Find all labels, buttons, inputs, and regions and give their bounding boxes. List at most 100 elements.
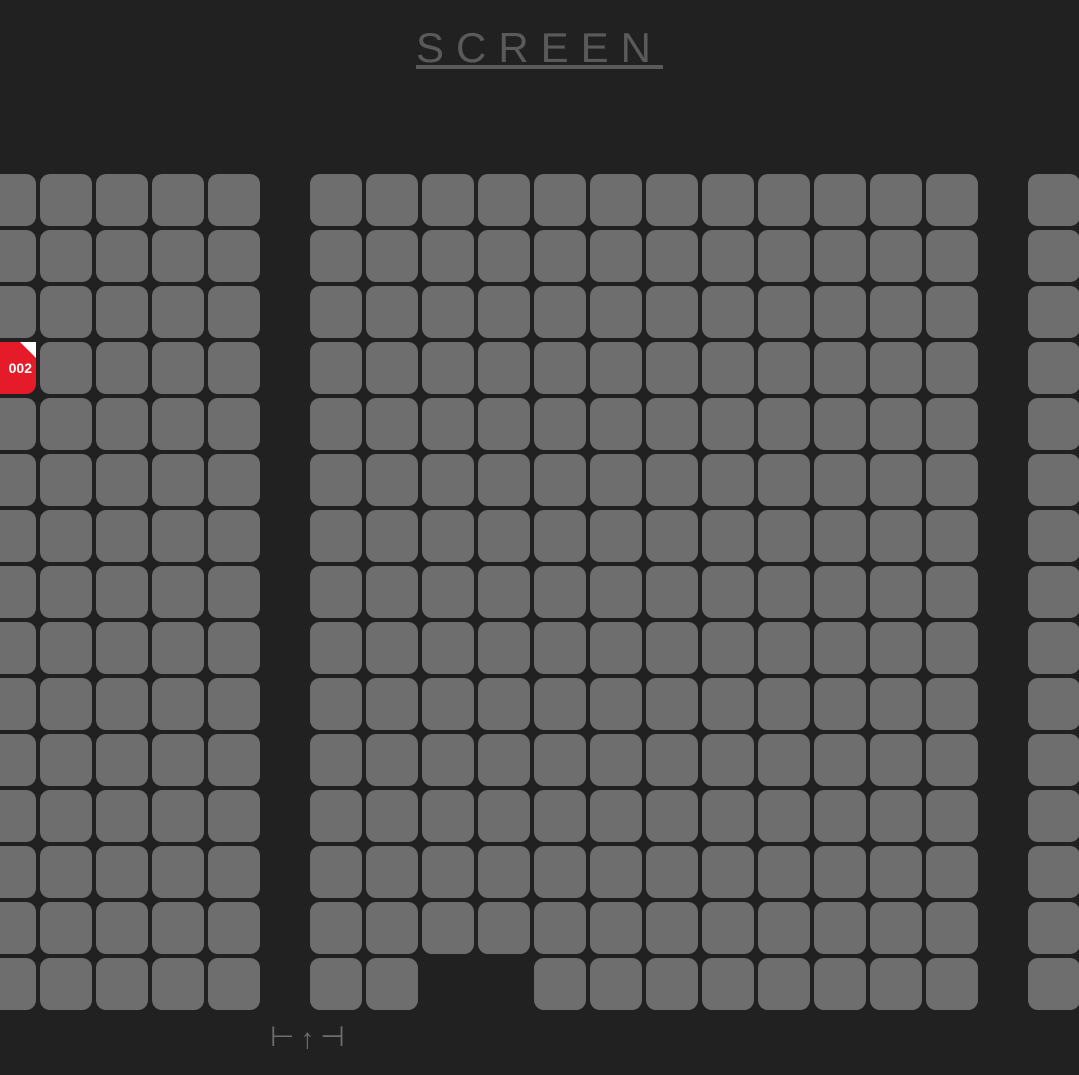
seat[interactable] bbox=[814, 622, 866, 674]
seat[interactable] bbox=[702, 790, 754, 842]
seat[interactable] bbox=[870, 398, 922, 450]
seat[interactable] bbox=[758, 510, 810, 562]
seat[interactable] bbox=[152, 902, 204, 954]
seat[interactable] bbox=[1028, 790, 1079, 842]
seat[interactable] bbox=[40, 622, 92, 674]
seat[interactable] bbox=[478, 286, 530, 338]
seat[interactable] bbox=[96, 734, 148, 786]
seat[interactable] bbox=[40, 790, 92, 842]
seat[interactable] bbox=[310, 734, 362, 786]
seat[interactable] bbox=[646, 958, 698, 1010]
seat[interactable] bbox=[478, 230, 530, 282]
seat[interactable] bbox=[96, 342, 148, 394]
seat[interactable] bbox=[1028, 398, 1079, 450]
seat[interactable] bbox=[310, 678, 362, 730]
seat[interactable] bbox=[422, 342, 474, 394]
seat[interactable] bbox=[96, 958, 148, 1010]
seat[interactable] bbox=[310, 510, 362, 562]
seat[interactable] bbox=[152, 342, 204, 394]
seat[interactable] bbox=[1028, 566, 1079, 618]
seat[interactable] bbox=[590, 286, 642, 338]
seat[interactable] bbox=[0, 734, 36, 786]
seat[interactable] bbox=[926, 230, 978, 282]
seat[interactable] bbox=[0, 790, 36, 842]
seat[interactable] bbox=[208, 846, 260, 898]
seat[interactable] bbox=[366, 958, 418, 1010]
seat[interactable] bbox=[870, 566, 922, 618]
seat[interactable] bbox=[590, 734, 642, 786]
seat[interactable] bbox=[646, 902, 698, 954]
seat[interactable] bbox=[208, 566, 260, 618]
seat[interactable] bbox=[1028, 734, 1079, 786]
seat[interactable] bbox=[646, 398, 698, 450]
seat[interactable] bbox=[646, 734, 698, 786]
seat[interactable] bbox=[0, 958, 36, 1010]
seat[interactable] bbox=[926, 734, 978, 786]
seat[interactable] bbox=[590, 342, 642, 394]
seat[interactable] bbox=[0, 678, 36, 730]
seat[interactable] bbox=[208, 510, 260, 562]
seat[interactable] bbox=[152, 734, 204, 786]
seat[interactable] bbox=[646, 230, 698, 282]
seat[interactable] bbox=[152, 566, 204, 618]
seat[interactable] bbox=[478, 846, 530, 898]
seat[interactable] bbox=[1028, 286, 1079, 338]
seat[interactable] bbox=[208, 678, 260, 730]
seat[interactable] bbox=[0, 510, 36, 562]
seat[interactable] bbox=[310, 902, 362, 954]
seat[interactable] bbox=[870, 622, 922, 674]
seat[interactable] bbox=[310, 454, 362, 506]
seat[interactable] bbox=[870, 342, 922, 394]
seat[interactable] bbox=[422, 734, 474, 786]
seat[interactable] bbox=[366, 398, 418, 450]
seat[interactable] bbox=[40, 846, 92, 898]
seat[interactable] bbox=[870, 958, 922, 1010]
seat[interactable] bbox=[152, 510, 204, 562]
seat[interactable] bbox=[152, 678, 204, 730]
seat[interactable] bbox=[96, 790, 148, 842]
seat[interactable] bbox=[478, 174, 530, 226]
seat[interactable] bbox=[814, 454, 866, 506]
seat[interactable] bbox=[0, 174, 36, 226]
seat[interactable] bbox=[702, 678, 754, 730]
seat[interactable] bbox=[40, 510, 92, 562]
seat[interactable] bbox=[646, 454, 698, 506]
seat[interactable] bbox=[0, 454, 36, 506]
seat[interactable] bbox=[40, 454, 92, 506]
seat[interactable] bbox=[40, 174, 92, 226]
seat[interactable] bbox=[870, 902, 922, 954]
seat[interactable] bbox=[366, 286, 418, 338]
seat[interactable] bbox=[926, 622, 978, 674]
seat[interactable] bbox=[646, 790, 698, 842]
seat[interactable] bbox=[702, 902, 754, 954]
seat[interactable] bbox=[422, 902, 474, 954]
seat[interactable] bbox=[534, 622, 586, 674]
seat[interactable] bbox=[1028, 678, 1079, 730]
seat[interactable] bbox=[96, 174, 148, 226]
seat[interactable] bbox=[926, 398, 978, 450]
seat[interactable] bbox=[366, 622, 418, 674]
seat[interactable] bbox=[534, 734, 586, 786]
seat[interactable] bbox=[870, 846, 922, 898]
seat[interactable] bbox=[1028, 174, 1079, 226]
seat[interactable] bbox=[702, 846, 754, 898]
seat[interactable] bbox=[646, 510, 698, 562]
seat[interactable] bbox=[702, 342, 754, 394]
seat[interactable] bbox=[590, 454, 642, 506]
seat[interactable] bbox=[814, 342, 866, 394]
seat[interactable] bbox=[814, 174, 866, 226]
seat[interactable] bbox=[590, 510, 642, 562]
seat[interactable] bbox=[590, 398, 642, 450]
seat[interactable] bbox=[366, 454, 418, 506]
seat[interactable] bbox=[96, 566, 148, 618]
seat[interactable] bbox=[590, 174, 642, 226]
seat[interactable] bbox=[40, 398, 92, 450]
seat[interactable] bbox=[590, 230, 642, 282]
seat[interactable] bbox=[422, 174, 474, 226]
seat[interactable] bbox=[96, 286, 148, 338]
seat[interactable] bbox=[702, 510, 754, 562]
seat-selected[interactable]: 002 bbox=[0, 342, 36, 394]
seat[interactable] bbox=[534, 174, 586, 226]
seat[interactable] bbox=[422, 678, 474, 730]
seat[interactable] bbox=[702, 174, 754, 226]
